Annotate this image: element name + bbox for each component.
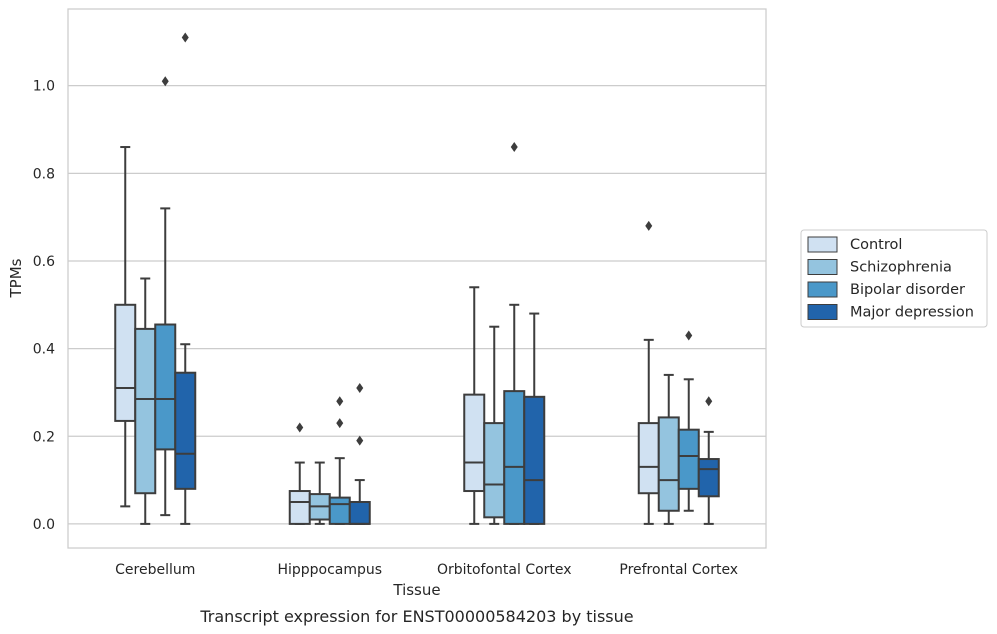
y-tick-label: 0.8 (33, 166, 55, 182)
y-tick-labels: 0.0 0.2 0.4 0.6 0.8 1.0 (33, 79, 55, 533)
box (154, 323, 177, 451)
box-series-layer (114, 32, 720, 525)
y-tick-label: 0.6 (33, 254, 55, 270)
y-axis-title: TPMs (7, 258, 25, 298)
box (697, 458, 720, 498)
legend-label: Control (850, 237, 902, 253)
legend-swatch (807, 259, 838, 275)
box (677, 428, 700, 490)
outlier-point (336, 418, 344, 429)
box-plot-item (154, 76, 177, 517)
series-group (174, 32, 720, 525)
legend-swatch (807, 281, 838, 298)
box-plot-item (697, 396, 720, 525)
outlier-point (685, 330, 693, 341)
box (174, 371, 197, 490)
legend: Control Schizophrenia Bipolar disorder Majo… (800, 229, 988, 328)
x-tick-label: Cerebellum (115, 562, 195, 578)
x-tick-label: Orbitofontal Cortex (437, 562, 572, 578)
box-plot-item (483, 325, 506, 525)
box (483, 422, 506, 519)
box (134, 327, 157, 495)
box-plot-item (637, 220, 660, 525)
outlier-point (645, 220, 653, 231)
series-group (154, 76, 700, 525)
box (523, 395, 546, 525)
box-plot-item (328, 396, 351, 525)
legend-swatch (807, 236, 838, 253)
x-axis-title: Tissue (392, 581, 440, 599)
x-tick-label: Hipppocampus (277, 562, 382, 578)
box-plot-item (114, 146, 137, 508)
box (114, 303, 137, 422)
box-plot-item (308, 461, 331, 525)
x-tick-labels: Cerebellum Hipppocampus Orbitofontal Corte… (115, 562, 738, 578)
legend-swatch (807, 304, 838, 320)
outlier-point (705, 396, 713, 407)
box-plot-item (677, 330, 700, 512)
legend-label: Schizophrenia (850, 260, 952, 276)
legend-box (800, 229, 988, 328)
box-plot-item (523, 312, 546, 525)
box-plot-item (463, 286, 486, 525)
box-plot-item (503, 142, 526, 525)
legend-label: Bipolar disorder (850, 282, 965, 298)
box (463, 393, 486, 493)
outlier-point (296, 422, 304, 433)
outlier-point (356, 435, 364, 446)
box (288, 490, 311, 525)
y-tick-label: 0.0 (33, 517, 55, 533)
outlier-point (356, 383, 364, 394)
series-group (114, 146, 660, 525)
x-tick-label: Prefrontal Cortex (619, 562, 738, 578)
y-tick-label: 1.0 (33, 79, 55, 95)
y-tick-label: 0.4 (33, 342, 55, 358)
box (348, 500, 371, 525)
outlier-point (336, 396, 344, 407)
box-plot-item (174, 32, 197, 525)
box (503, 390, 526, 525)
outlier-point (510, 142, 518, 153)
legend-label: Major depression (850, 305, 974, 321)
box-plot-item (134, 277, 157, 525)
y-tick-label: 0.2 (33, 429, 55, 445)
box (328, 496, 351, 525)
box-plot-item (348, 383, 371, 525)
outlier-point (161, 76, 169, 87)
outlier-point (181, 32, 189, 43)
series-group (134, 277, 680, 525)
box-plot-item (657, 373, 680, 525)
box-plot-item (288, 422, 311, 525)
plot-frame (67, 8, 767, 549)
chart-caption: Transcript expression for ENST0000058420… (199, 607, 633, 626)
box (637, 422, 660, 495)
box (657, 416, 680, 512)
